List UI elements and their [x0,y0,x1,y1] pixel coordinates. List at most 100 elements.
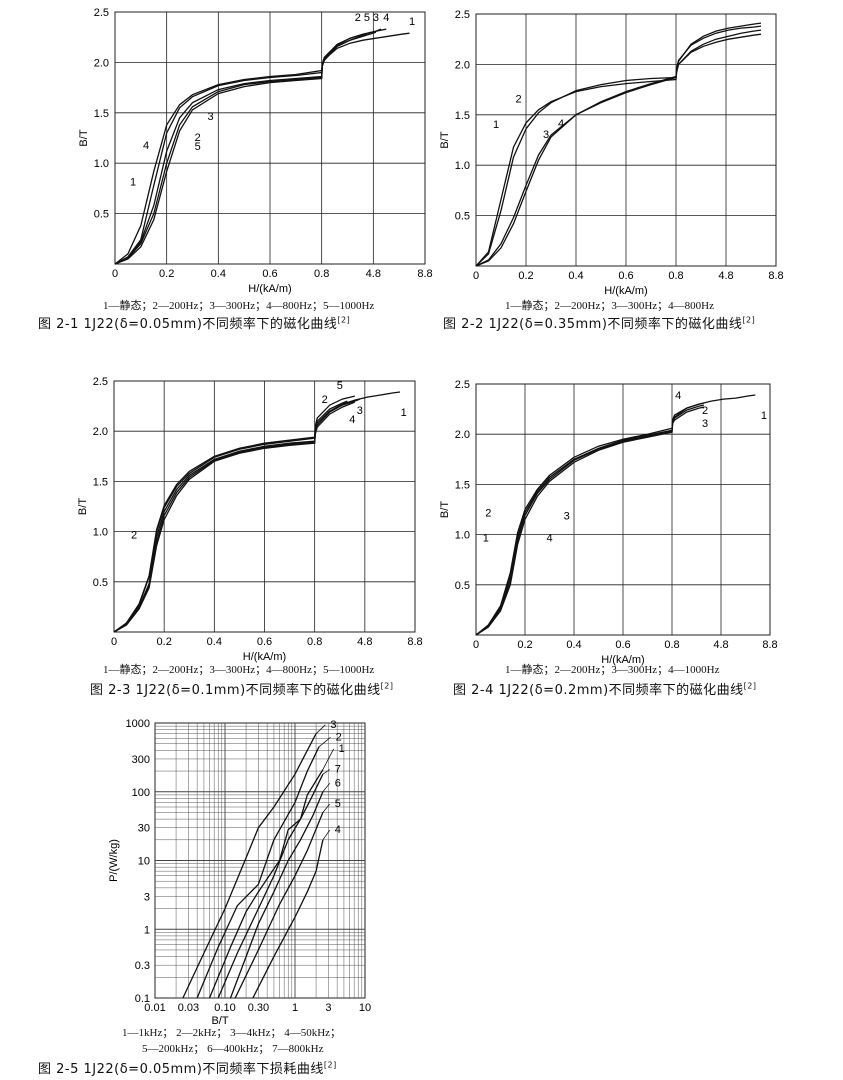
fig5-xtick-label: 10 [359,1002,371,1014]
fig2-xtick-label: 0 [473,270,479,282]
fig3-ytick-label: 2.0 [93,426,108,438]
fig4-series-2-line [475,404,705,636]
fig4-y-axis-title: B/T [439,501,451,518]
fig5-series-1-line [208,769,324,999]
fig4-curve-label: 4 [675,390,681,402]
fig3-curve-label: 5 [337,380,343,392]
fig5-ytick-label: 0.3 [135,960,150,972]
fig4-ytick-label: 1.0 [455,530,470,542]
fig1-xtick-label: 0 [112,268,118,280]
fig3-ytick-label: 1.5 [93,476,108,488]
fig-2-3-legend: 1—静态；2—200Hz；3—300Hz；4—800Hz；5—1000Hz [103,664,375,676]
fig1-series-1-line [114,32,410,265]
fig5-series-2-line [196,746,320,999]
fig2-xtick-label: 0.2 [518,270,533,282]
fig3-curve-label: 4 [349,414,355,426]
fig4-curve-label: 4 [546,533,552,545]
fig5-y-axis-title: P/(W/kg) [108,839,120,882]
fig5-ytick-label: 10 [138,856,150,868]
fig2-y-axis-title: B/T [439,131,451,148]
fig2-ytick-label: 0.5 [455,211,470,223]
fig4-x-axis-title: H/(kA/m) [601,654,644,666]
fig3-curve-label: 2 [322,394,328,406]
fig1-ytick-label: 2.0 [94,57,109,69]
fig3-curve-label: 1 [401,407,407,419]
fig4-ytick-label: 2.0 [455,429,470,441]
fig1-curve-label: 4 [143,140,149,152]
fig2-xtick-label: 0.6 [618,270,633,282]
fig2-xtick-label: 8.8 [768,270,783,282]
fig5-leader-line [315,724,326,734]
fig4-curve-label: 2 [702,405,708,417]
fig5-series-7-line [217,773,324,999]
fig-2-5-legend-line1: 1—1kHz； 2—2kHz； 3—4kHz； 4—50kHz； [122,1027,342,1039]
fig-2-4-legend: 1—静态；2—200Hz；3—300Hz；4—1000Hz [505,664,720,676]
fig2-series-2-line [475,29,762,267]
fig5-leader-line [322,803,331,813]
fig-2-1-plot: 0 0.2 0.4 0.6 0.8 4.8 8.8 0.5 1.0 1.5 2.0 2.5 H/(kA/… [78,7,433,295]
fig-2-2-legend: 1—静态；2—200Hz；3—300Hz；4—800Hz [505,300,714,312]
fig5-curve-label: 3 [330,719,336,731]
fig4-xtick-label: 0.8 [664,639,679,651]
fig-2-3-caption: 图 2-3 1J22(δ=0.1mm)不同频率下的磁化曲线[2] [90,681,394,698]
fig1-curve-label: 1 [409,16,415,28]
fig4-xtick-label: 4.8 [713,639,728,651]
fig1-curve-label: 2 [355,12,361,24]
fig3-curve-label: 3 [357,405,363,417]
fig5-ytick-label: 1000 [126,718,150,730]
fig5-curve-label: 1 [339,743,345,755]
fig5-xtick-label: 0.30 [248,1002,269,1014]
fig4-curve-label: 3 [564,511,570,523]
fig3-curve-label: 2 [131,530,137,542]
fig4-series-3-line [475,406,705,636]
fig4-xtick-label: 0.6 [615,639,630,651]
fig2-series-4-line [475,25,762,267]
fig5-curve-label: 6 [335,777,341,789]
fig3-xtick-label: 0.8 [307,636,322,648]
fig5-xtick-label: 0.03 [178,1002,199,1014]
fig4-curve-label: 3 [702,418,708,430]
fig1-curve-label: 5 [364,12,370,24]
fig1-curve-label: 1 [130,176,136,188]
fig4-ytick-label: 2.5 [455,379,470,391]
fig5-series-6-line [229,791,324,999]
fig2-series-3-line [475,22,762,267]
fig3-xtick-label: 8.8 [407,636,422,648]
fig2-curve-label: 3 [543,129,549,141]
fig5-ytick-label: 100 [132,787,150,799]
fig4-series-4-line [475,402,705,636]
fig3-series-5-line [113,395,355,633]
fig-2-4-caption: 图 2-4 1J22(δ=0.2mm)不同频率下的磁化曲线[2] [453,681,757,698]
fig5-leader-line [322,769,330,775]
fig3-y-axis-title: B/T [77,498,89,515]
fig-2-5-caption: 图 2-5 1J22(δ=0.05mm)不同频率下损耗曲线[2] [38,1060,337,1077]
fig1-curve-label: 3 [208,111,214,123]
fig3-series-4-line [113,401,356,633]
fig-2-5-plot: 0.01 0.03 0.10 0.30 1 3 100.10.313103010030010… [108,718,371,1027]
fig3-xtick-label: 0.4 [207,636,222,648]
fig4-ytick-label: 0.5 [455,580,470,592]
fig1-xtick-label: 0.2 [159,268,174,280]
fig2-xtick-label: 0.8 [668,270,683,282]
fig1-curve-label: 3 [373,12,379,24]
fig5-curve-label: 4 [335,824,341,836]
fig5-curve-label: 2 [336,731,342,743]
fig5-xtick-label: 1 [292,1002,298,1014]
fig4-curve-label: 1 [483,533,489,545]
fig4-xtick-label: 0.2 [517,639,532,651]
fig1-xtick-label: 0.8 [314,268,329,280]
fig4-xtick-label: 0 [473,639,479,651]
fig1-series-4-line [114,28,387,265]
fig-2-5-legend-line2: 5—200kHz； 6—400kHz； 7—800kHz [142,1043,324,1055]
fig1-xtick-label: 0.4 [211,268,226,280]
fig1-x-axis-title: H/(kA/m) [248,283,291,295]
fig2-series-1-line [475,33,762,267]
fig2-curve-label: 4 [558,118,564,130]
fig-2-2-plot: 0 0.2 0.4 0.6 0.8 4.8 8.8 0.5 1.0 1.5 2.0 2.5 H/(kA/… [439,9,784,297]
fig3-xtick-label: 0 [111,636,117,648]
fig2-ytick-label: 2.5 [455,9,470,21]
fig4-curve-label: 1 [761,410,767,422]
fig2-ytick-label: 2.0 [455,59,470,71]
fig5-ytick-label: 3 [144,891,150,903]
fig5-series-5-line [234,812,324,999]
